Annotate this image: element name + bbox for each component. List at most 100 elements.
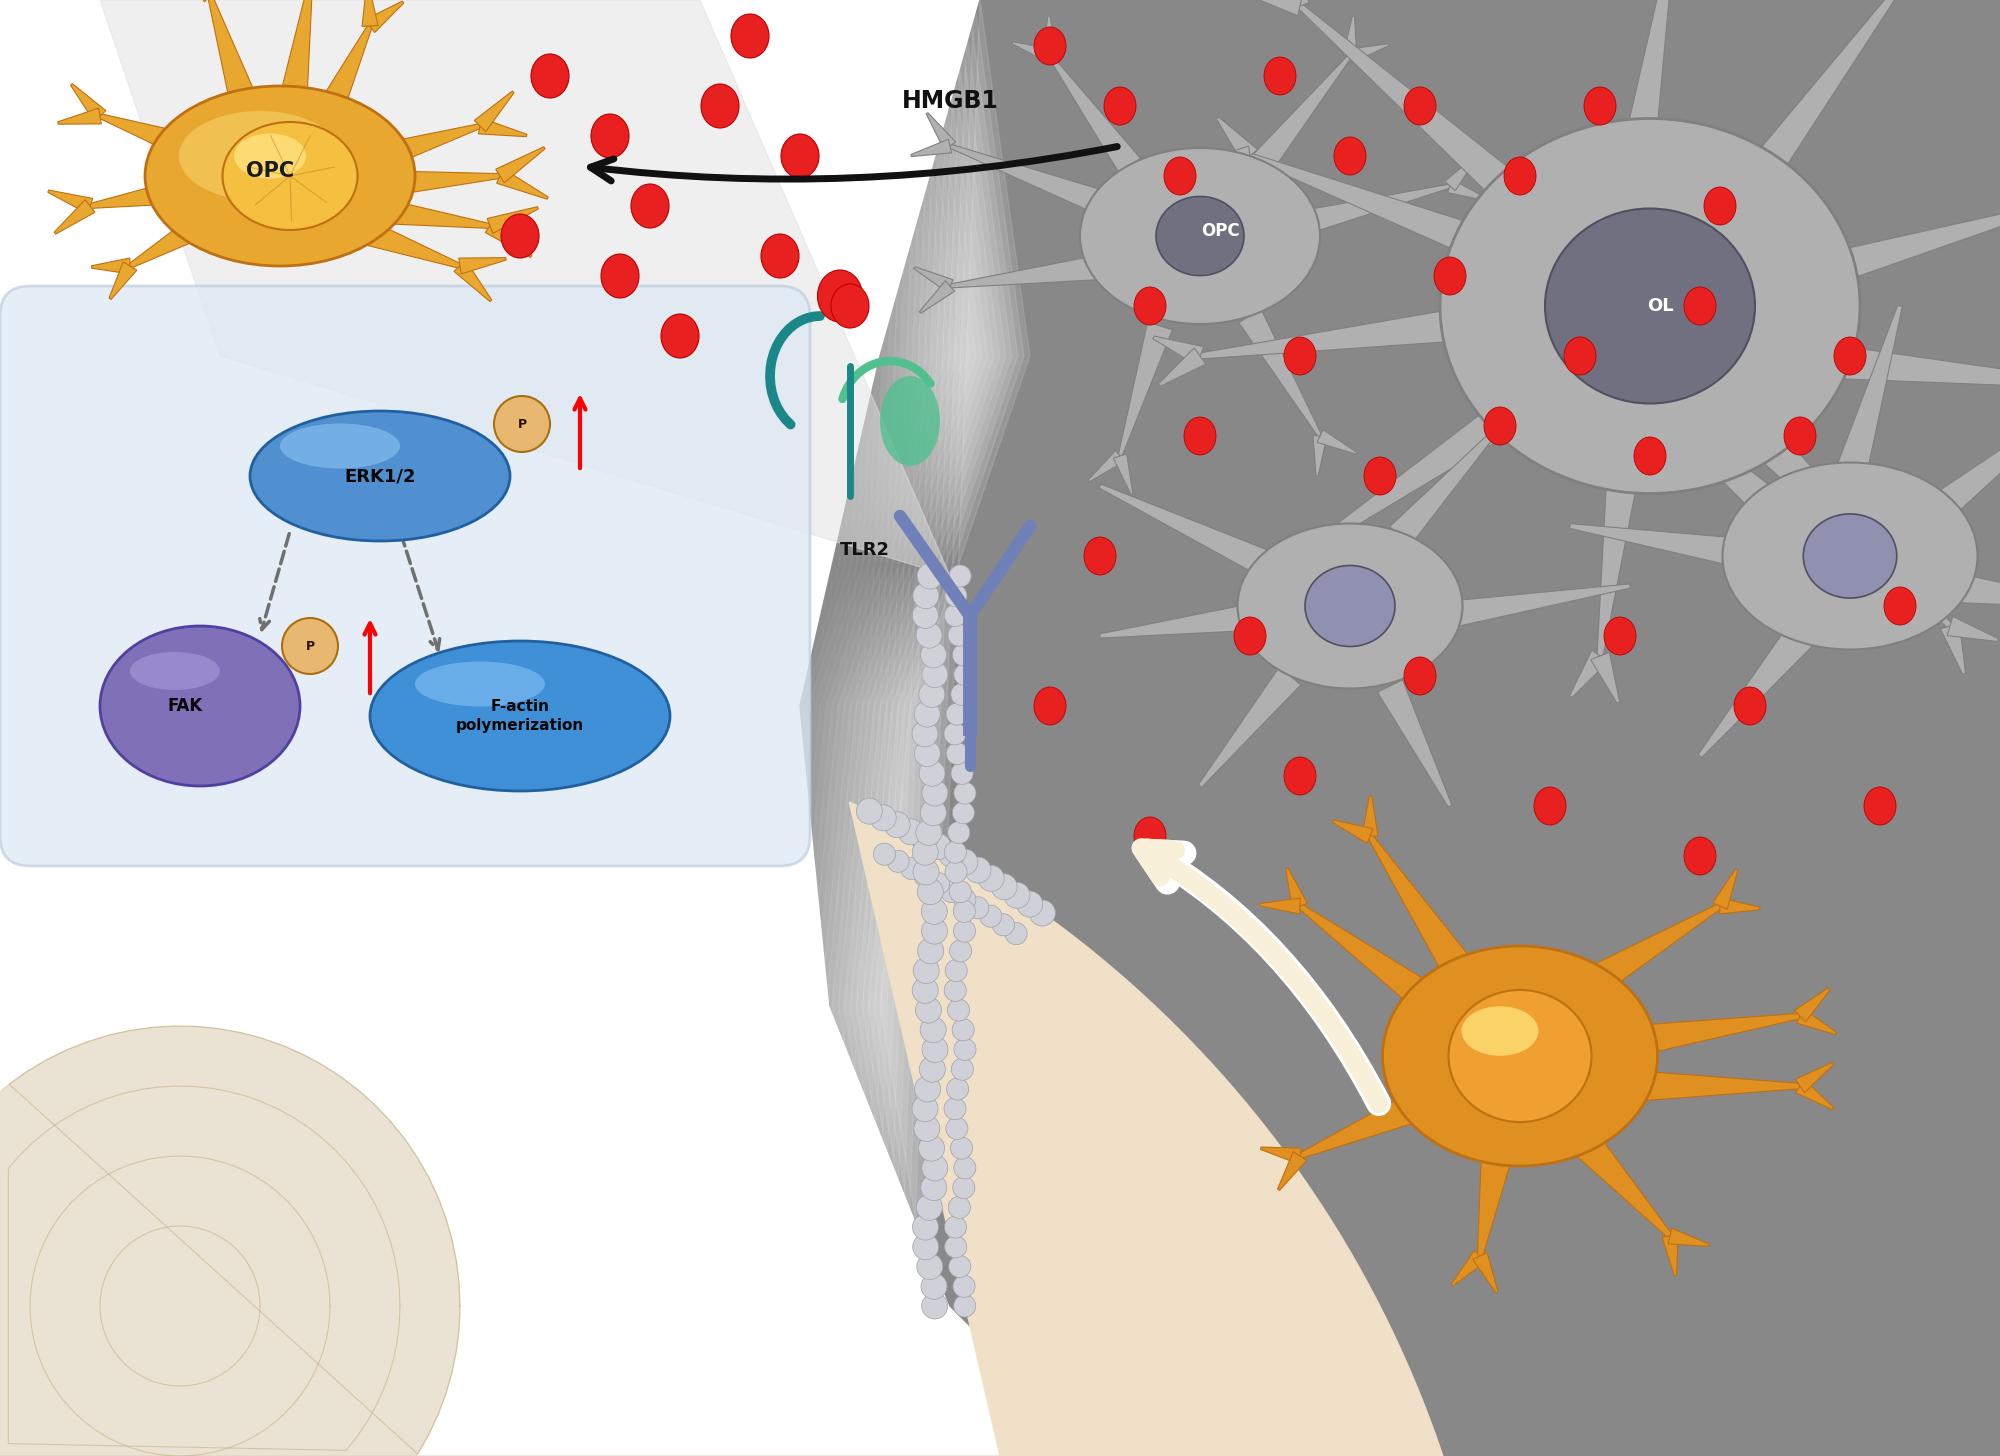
Ellipse shape xyxy=(1734,687,1766,725)
Polygon shape xyxy=(488,207,538,233)
Polygon shape xyxy=(1662,1235,1678,1275)
Polygon shape xyxy=(0,802,1474,1456)
Circle shape xyxy=(920,1175,946,1201)
Polygon shape xyxy=(1598,354,1780,518)
Circle shape xyxy=(914,958,940,984)
Polygon shape xyxy=(1796,1079,1834,1109)
Ellipse shape xyxy=(1440,118,1860,494)
Polygon shape xyxy=(54,199,94,234)
Polygon shape xyxy=(874,0,1024,1306)
Circle shape xyxy=(944,1236,966,1258)
Polygon shape xyxy=(910,140,952,157)
Polygon shape xyxy=(1768,336,2000,389)
Circle shape xyxy=(920,1056,946,1082)
Circle shape xyxy=(948,999,970,1021)
Circle shape xyxy=(954,664,976,686)
Polygon shape xyxy=(1794,987,1830,1022)
Ellipse shape xyxy=(1164,157,1196,195)
Polygon shape xyxy=(496,169,548,199)
Ellipse shape xyxy=(1284,757,1316,795)
Polygon shape xyxy=(862,0,1012,1306)
Circle shape xyxy=(954,1294,976,1318)
Ellipse shape xyxy=(1404,87,1436,125)
Polygon shape xyxy=(474,92,514,131)
Polygon shape xyxy=(1216,116,1258,163)
Circle shape xyxy=(944,722,966,745)
Polygon shape xyxy=(1200,146,1252,166)
Ellipse shape xyxy=(732,15,768,58)
Circle shape xyxy=(916,820,942,846)
Circle shape xyxy=(884,812,910,837)
Circle shape xyxy=(952,802,974,824)
Circle shape xyxy=(948,1197,970,1219)
Polygon shape xyxy=(478,118,526,137)
Polygon shape xyxy=(800,0,2000,1456)
Circle shape xyxy=(918,938,944,964)
Polygon shape xyxy=(838,0,988,1306)
Polygon shape xyxy=(808,0,958,1306)
Ellipse shape xyxy=(178,111,340,201)
Polygon shape xyxy=(70,83,106,121)
Ellipse shape xyxy=(1804,514,1896,598)
Circle shape xyxy=(900,858,922,879)
Circle shape xyxy=(1016,891,1042,917)
Circle shape xyxy=(918,1136,944,1162)
Circle shape xyxy=(922,1037,948,1063)
Polygon shape xyxy=(1668,1229,1710,1246)
Circle shape xyxy=(946,960,968,981)
Polygon shape xyxy=(1472,1252,1498,1293)
Ellipse shape xyxy=(1684,287,1716,325)
Circle shape xyxy=(912,582,938,609)
Polygon shape xyxy=(1610,0,1672,210)
Circle shape xyxy=(918,878,944,904)
Polygon shape xyxy=(926,112,956,150)
Ellipse shape xyxy=(780,134,820,178)
Polygon shape xyxy=(1298,1079,1448,1159)
Circle shape xyxy=(928,872,950,895)
Ellipse shape xyxy=(1704,186,1736,226)
Circle shape xyxy=(944,1098,966,1120)
Circle shape xyxy=(912,839,938,865)
Text: OPC: OPC xyxy=(246,162,294,181)
Circle shape xyxy=(494,396,550,451)
Ellipse shape xyxy=(660,314,700,358)
Ellipse shape xyxy=(1238,524,1462,689)
Circle shape xyxy=(898,818,924,844)
Circle shape xyxy=(966,858,992,884)
Polygon shape xyxy=(1590,652,1620,703)
Polygon shape xyxy=(1332,820,1372,843)
Polygon shape xyxy=(1438,584,1630,630)
Polygon shape xyxy=(1248,153,1548,285)
Circle shape xyxy=(916,622,942,648)
Polygon shape xyxy=(1920,405,2000,529)
Polygon shape xyxy=(274,0,312,124)
Polygon shape xyxy=(346,124,480,182)
Polygon shape xyxy=(330,205,460,268)
Circle shape xyxy=(912,1214,938,1241)
Polygon shape xyxy=(1314,435,1326,476)
Polygon shape xyxy=(454,261,492,301)
Polygon shape xyxy=(1598,414,1650,657)
Circle shape xyxy=(992,914,1014,936)
Polygon shape xyxy=(100,114,220,172)
Ellipse shape xyxy=(500,214,540,258)
Circle shape xyxy=(952,1176,974,1198)
Circle shape xyxy=(920,760,946,786)
Circle shape xyxy=(888,850,910,872)
Text: F-actin
polymerization: F-actin polymerization xyxy=(456,699,584,732)
Circle shape xyxy=(920,799,946,826)
Polygon shape xyxy=(1158,348,1206,386)
Circle shape xyxy=(916,997,942,1024)
Polygon shape xyxy=(1764,204,2000,306)
Polygon shape xyxy=(1286,868,1308,909)
Circle shape xyxy=(952,849,978,875)
Ellipse shape xyxy=(1834,336,1866,376)
Polygon shape xyxy=(850,0,1000,1306)
Circle shape xyxy=(912,859,938,885)
Circle shape xyxy=(922,780,948,807)
Polygon shape xyxy=(1348,44,1388,63)
Ellipse shape xyxy=(1434,258,1466,296)
Polygon shape xyxy=(348,170,500,202)
Polygon shape xyxy=(1716,392,1952,628)
Polygon shape xyxy=(1044,16,1056,57)
